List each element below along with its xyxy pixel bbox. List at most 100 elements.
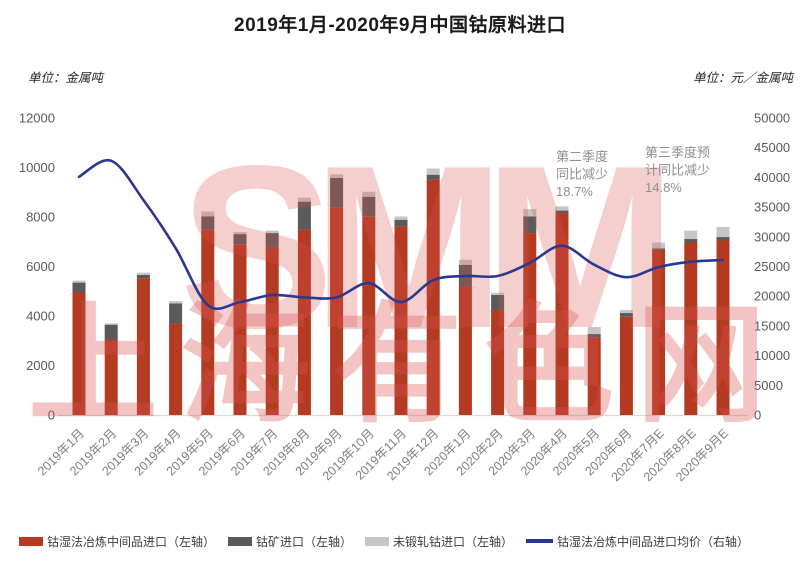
legend-label: 钴矿进口（左轴）: [256, 534, 353, 549]
bar-segment: [619, 316, 633, 415]
bar-segment: [684, 242, 698, 415]
right-axis-tick-label: 30000: [754, 229, 790, 244]
right-axis-tick-label: 0: [754, 408, 761, 423]
bar-segment: [587, 326, 601, 335]
bar-segment: [104, 324, 118, 340]
right-axis-tick-label: 20000: [754, 289, 790, 304]
bar-segment: [652, 248, 666, 250]
bar-segment: [555, 213, 569, 415]
bar-segment: [394, 226, 408, 415]
legend-label: 钴湿法冶炼中间品进口（左轴）: [47, 534, 216, 549]
bar-segment: [652, 249, 666, 415]
legend-label: 钴湿法冶炼中间品进口均价（右轴）: [557, 534, 750, 549]
bar-segment: [265, 247, 279, 415]
left-axis-tick-label: 6000: [26, 259, 55, 274]
price-line: [77, 158, 725, 310]
right-axis-unit-label: 单位：元／金属吨: [692, 71, 793, 85]
chart-annotation: 14.8%: [645, 180, 682, 195]
bar-segment: [169, 301, 183, 304]
bar-segment: [297, 201, 311, 230]
bar-segment: [169, 303, 183, 324]
bar-segment: [330, 174, 344, 178]
chart-annotation: 计同比减少: [645, 163, 710, 178]
bar-segment: [426, 174, 440, 180]
legend-bar-swatch-icon: [365, 536, 390, 546]
bar-segment: [330, 207, 344, 415]
bar-segment: [716, 237, 730, 241]
left-axis-tick-label: 12000: [19, 111, 55, 126]
bar-segment: [233, 244, 247, 415]
legend-bar-swatch-icon: [19, 536, 43, 546]
right-axis-tick-label: 25000: [754, 259, 790, 274]
bar-segment: [297, 229, 311, 415]
bar-segment: [716, 240, 730, 415]
right-axis-tick-label: 10000: [754, 348, 790, 363]
right-axis-tick-label: 5000: [754, 378, 783, 393]
right-axis-tick-label: 40000: [754, 170, 790, 185]
bar-segment: [265, 230, 279, 234]
bar-segment: [716, 226, 730, 238]
bar-segment: [523, 233, 537, 415]
bar-segment: [136, 274, 150, 279]
bar-segment: [555, 210, 569, 214]
bar-segment: [136, 278, 150, 415]
bar-segment: [523, 209, 537, 217]
bar-segment: [362, 191, 376, 197]
bar-segment: [72, 292, 86, 415]
legend-item: 钴湿法冶炼中间品进口均价（右轴）: [526, 533, 749, 550]
bar-segment: [233, 232, 247, 235]
left-axis-tick-label: 0: [48, 408, 55, 423]
chart-title: 2019年1月-2020年9月中国钴原料进口: [234, 15, 566, 36]
bar-segment: [458, 259, 472, 265]
bar-segment: [362, 216, 376, 415]
bar-segment: [330, 177, 344, 208]
bar-segment: [104, 323, 118, 325]
legend-label: 未锻轧钴进口（左轴）: [393, 534, 514, 549]
bar-segment: [233, 234, 247, 245]
chart-annotation: 18.7%: [556, 184, 593, 199]
bar-segment: [555, 206, 569, 211]
bar-segment: [652, 242, 666, 249]
chart-legend: 钴湿法冶炼中间品进口（左轴） 钴矿进口（左轴） 未锻轧钴进口（左轴） 钴湿法冶炼中间品…: [19, 531, 789, 551]
bar-segment: [491, 310, 505, 415]
bar-segment: [169, 323, 183, 415]
right-axis-tick-label: 50000: [754, 111, 790, 126]
bar-segment: [394, 216, 408, 220]
bar-segment: [491, 292, 505, 295]
right-axis-tick-label: 15000: [754, 318, 790, 333]
bar-segment: [587, 337, 601, 415]
bar-segment: [104, 339, 118, 415]
bar-segment: [201, 211, 215, 217]
right-axis-tick-label: 45000: [754, 140, 790, 155]
bar-segment: [619, 310, 633, 314]
legend-item: 钴湿法冶炼中间品进口（左轴）: [19, 533, 215, 550]
bar-segment: [458, 286, 472, 415]
watermark-smm: SMM: [179, 118, 661, 377]
bar-segment: [201, 229, 215, 415]
bar-segment: [265, 233, 279, 248]
left-axis-tick-label: 4000: [26, 309, 55, 324]
left-axis-tick-label: 8000: [26, 210, 55, 225]
bar-segment: [394, 219, 408, 227]
watermark-smm-cn: 上海有色网: [28, 292, 788, 438]
bar-segment: [72, 280, 86, 283]
right-axis-tick-label: 35000: [754, 200, 790, 215]
chart-annotation: 第三季度预: [645, 145, 710, 160]
bar-segment: [426, 179, 440, 415]
legend-line-swatch-icon: [526, 539, 554, 543]
chart-annotation: 同比减少: [556, 167, 608, 182]
legend-item: 钴矿进口（左轴）: [228, 533, 352, 550]
bar-segment: [201, 216, 215, 230]
bar-segment: [523, 216, 537, 234]
bar-segment: [72, 282, 86, 293]
bar-segment: [362, 196, 376, 217]
bar-segment: [619, 313, 633, 317]
bar-segment: [684, 239, 698, 243]
left-axis-tick-label: 2000: [26, 358, 55, 373]
bar-segment: [684, 230, 698, 240]
bar-segment: [491, 294, 505, 311]
bar-segment: [136, 272, 150, 275]
left-axis-unit-label: 单位：金属吨: [28, 71, 104, 85]
